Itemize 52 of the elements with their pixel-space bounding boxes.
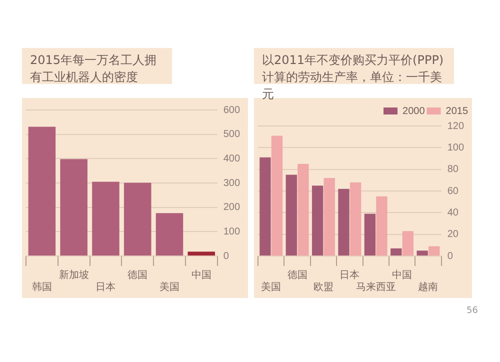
y-tick-label: 100 [223,226,240,238]
bar [390,248,402,256]
legend-label: 2015 [446,106,468,117]
x-tick-label: 新加坡 [58,268,89,281]
x-tick-label: 欧盟 [313,280,334,293]
chart-title: 以2011年不变价购买力平价(PPP)计算的劳动生产率，单位：一千美元 [261,52,445,101]
bar [324,178,335,256]
x-tick-label: 美国 [261,280,282,293]
bar [28,126,56,256]
bar [312,186,324,256]
bar [60,159,88,256]
bar [188,252,216,256]
x-tick-label: 德国 [287,270,308,281]
bar [260,157,271,256]
bar [350,182,362,256]
bar [271,136,283,256]
x-tick-label: 日本 [96,280,116,293]
x-tick-label: 中国 [392,268,412,281]
x-tick-label: 马来西亚 [356,280,396,293]
y-tick-label: 20 [447,229,459,240]
y-tick-label: 60 [447,186,459,197]
bar [124,182,152,256]
bar [156,213,184,256]
y-tick-label: 100 [447,142,464,154]
bar [402,231,414,256]
y-tick-label: 400 [223,153,240,164]
bar [92,182,120,256]
x-tick-label: 韩国 [32,280,52,293]
bar [338,188,350,256]
y-tick-label: 600 [223,104,240,116]
y-tick-label: 0 [223,250,230,262]
x-tick-label: 越南 [418,280,438,293]
bar [364,214,376,256]
x-tick-label: 美国 [159,280,180,293]
bar [376,196,388,256]
chart-title: 2015年每一万名工人拥有工业机器人的密度 [22,48,172,84]
y-tick-label: 40 [447,207,459,218]
bar [298,164,309,256]
y-tick-label: 80 [447,164,459,176]
y-tick-label: 120 [447,120,464,132]
text: 56 [466,306,478,316]
y-tick-label: 500 [223,129,240,140]
legend-label: 2000 [402,106,426,117]
y-tick-label: 0 [447,250,454,262]
bar [286,174,297,256]
bar [428,246,440,256]
x-tick-label: 中国 [191,268,212,281]
bar [416,250,428,256]
x-tick-label: 日本 [340,268,360,281]
y-tick-label: 300 [223,178,240,189]
x-tick-label: 德国 [128,270,148,281]
y-tick-label: 200 [223,202,240,214]
